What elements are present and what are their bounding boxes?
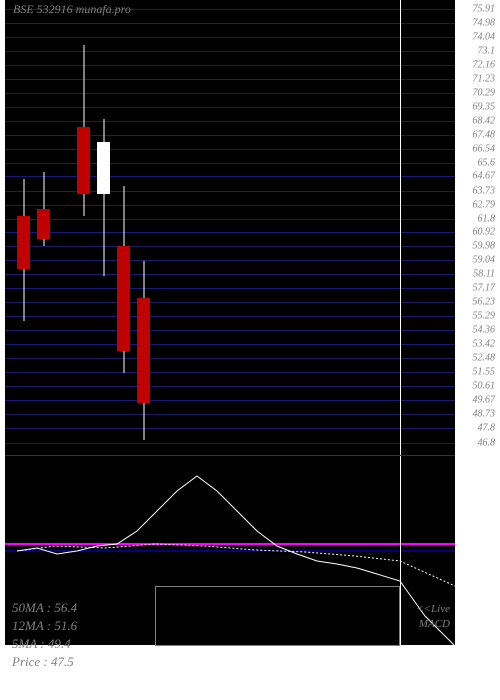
y-axis-label: 73.1 xyxy=(478,45,496,56)
gridline xyxy=(5,149,455,150)
y-axis-label: 70.29 xyxy=(473,87,496,98)
gridline xyxy=(5,414,455,415)
gridline xyxy=(5,65,455,66)
dotted-indicator xyxy=(17,544,455,586)
y-axis-label: 51.55 xyxy=(473,367,496,378)
gridline xyxy=(5,358,455,359)
y-axis-label: 47.8 xyxy=(478,423,496,434)
y-axis-label: 75.91 xyxy=(473,3,496,14)
y-axis-label: 56.23 xyxy=(473,297,496,308)
indicator-chart: <<Live MACD xyxy=(5,455,455,645)
y-axis-label: 63.73 xyxy=(473,185,496,196)
y-axis-label: 69.35 xyxy=(473,101,496,112)
y-axis-label: 58.11 xyxy=(473,269,495,280)
candle xyxy=(117,186,130,372)
gridline xyxy=(5,330,455,331)
gridline xyxy=(5,93,455,94)
cursor-line-lower xyxy=(400,456,401,646)
ma12-label: 12MA : 51.6 xyxy=(12,618,77,634)
gridline xyxy=(5,302,455,303)
y-axis: 75.91 74.98 74.04 73.1 72.16 71.23 70.29 69.35 6… xyxy=(455,0,495,455)
gridline xyxy=(5,288,455,289)
gridline xyxy=(5,121,455,122)
y-axis-label: 59.98 xyxy=(473,241,496,252)
gridline xyxy=(5,107,455,108)
gridline xyxy=(5,428,455,429)
gridline xyxy=(5,443,455,444)
gridline xyxy=(5,23,455,24)
price-label: Price : 47.5 xyxy=(12,654,74,670)
ma5-label: 5MA : 49.4 xyxy=(12,636,71,652)
y-axis-label: 67.48 xyxy=(473,129,496,140)
y-axis-label: 60.92 xyxy=(473,227,496,238)
candle xyxy=(97,119,110,276)
gridline xyxy=(5,135,455,136)
y-axis-label: 74.98 xyxy=(473,17,496,28)
y-axis-label: 46.8 xyxy=(478,438,496,449)
cursor-line xyxy=(400,0,401,455)
candle xyxy=(137,261,150,440)
gridline xyxy=(5,344,455,345)
gridline xyxy=(5,372,455,373)
gridline xyxy=(5,316,455,317)
y-axis-label: 48.73 xyxy=(473,409,496,420)
gridline xyxy=(5,400,455,401)
gridline xyxy=(5,79,455,80)
live-box xyxy=(155,586,400,646)
y-axis-label: 55.29 xyxy=(473,311,496,322)
y-axis-label: 64.67 xyxy=(473,171,496,182)
y-axis-label: 61.8 xyxy=(478,214,496,225)
y-axis-label: 49.67 xyxy=(473,395,496,406)
chart-title: BSE 532916 munafa.pro xyxy=(13,2,131,17)
chart-container: BSE 532916 munafa.pro 75.91 74.98 74.04 73.… xyxy=(0,0,500,700)
candle xyxy=(17,179,30,321)
gridline xyxy=(5,163,455,164)
gridline xyxy=(5,386,455,387)
y-axis-label: 50.61 xyxy=(473,381,496,392)
y-axis-label: 53.42 xyxy=(473,339,496,350)
candle xyxy=(77,45,90,217)
gridline xyxy=(5,232,455,233)
y-axis-label: 62.79 xyxy=(473,199,496,210)
candle xyxy=(37,172,50,247)
gridline xyxy=(5,274,455,275)
price-chart: BSE 532916 munafa.pro xyxy=(5,0,455,455)
y-axis-label: 59.04 xyxy=(473,255,496,266)
y-axis-label: 57.17 xyxy=(473,283,496,294)
y-axis-label: 74.04 xyxy=(473,31,496,42)
ma50-label: 50MA : 56.4 xyxy=(12,600,77,616)
macd-label: MACD xyxy=(419,618,450,630)
gridline xyxy=(5,246,455,247)
gridline xyxy=(5,191,455,192)
gridline xyxy=(5,260,455,261)
gridline xyxy=(5,219,455,220)
gridline xyxy=(5,205,455,206)
y-axis-label: 72.16 xyxy=(473,59,496,70)
live-label: <<Live xyxy=(416,603,450,615)
y-axis-label: 68.42 xyxy=(473,115,496,126)
y-axis-label: 66.54 xyxy=(473,143,496,154)
y-axis-label: 52.48 xyxy=(473,353,496,364)
y-axis-label: 65.6 xyxy=(478,157,496,168)
gridline xyxy=(5,176,455,177)
gridline xyxy=(5,51,455,52)
y-axis-label: 54.36 xyxy=(473,325,496,336)
y-axis-label: 71.23 xyxy=(473,73,496,84)
gridline xyxy=(5,37,455,38)
